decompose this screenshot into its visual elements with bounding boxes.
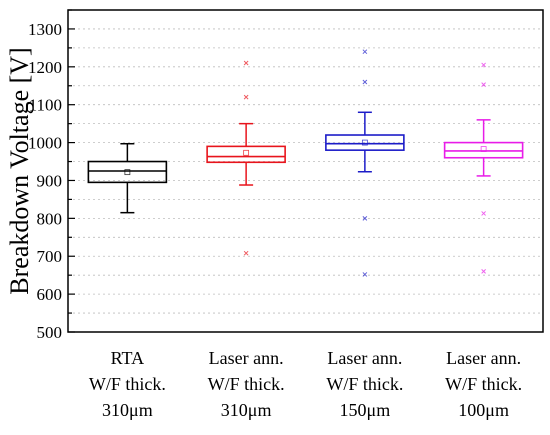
- box-series-3: [325, 49, 405, 277]
- box-series-4: [443, 62, 524, 274]
- y-tick-label: 1300: [28, 20, 62, 39]
- outlier-marker: [362, 215, 368, 221]
- box-series-2: [206, 60, 286, 256]
- outlier-marker: [481, 62, 486, 68]
- outlier-stroke: [362, 215, 368, 221]
- x-category-label: 150μm: [340, 400, 391, 420]
- outlier-stroke: [362, 272, 368, 277]
- plot-frame: [67, 9, 544, 333]
- y-tick-label: 1000: [28, 134, 62, 153]
- outlier-stroke: [481, 211, 486, 216]
- iqr-box: [87, 160, 168, 184]
- outlier-stroke: [243, 94, 249, 100]
- outlier-stroke: [481, 269, 486, 274]
- outlier-marker: [362, 49, 368, 55]
- x-category-label: Laser ann.: [327, 348, 402, 368]
- mean-marker: [480, 146, 487, 152]
- y-tick-label: 1100: [29, 96, 62, 115]
- mean-marker: [361, 139, 368, 146]
- y-tick-label: 500: [37, 323, 63, 342]
- outlier-stroke: [481, 82, 486, 87]
- x-category-label: Laser ann.: [209, 348, 284, 368]
- outlier-marker: [243, 94, 249, 100]
- x-category-label: 310μm: [221, 400, 272, 420]
- iqr-box: [206, 145, 286, 164]
- iqr-box: [325, 134, 405, 151]
- outlier-marker: [243, 250, 249, 256]
- box-series-1: [87, 142, 168, 214]
- y-tick-label: 700: [37, 247, 63, 266]
- x-axis-category-labels: RTA W/F thick. 310μm Laser ann. W/F thick. 31…: [89, 348, 522, 420]
- outlier-marker: [362, 272, 368, 277]
- x-category-label: W/F thick.: [208, 374, 285, 394]
- x-category-label: W/F thick.: [326, 374, 403, 394]
- outlier-stroke: [243, 250, 249, 256]
- outlier-marker: [481, 269, 486, 274]
- outlier-stroke: [362, 49, 368, 55]
- outlier-stroke: [362, 79, 368, 85]
- outlier-stroke: [481, 62, 486, 68]
- y-tick-label: 800: [37, 209, 63, 228]
- y-axis-title: Breakdown Voltage [V]: [5, 47, 34, 294]
- outlier-marker: [362, 79, 368, 85]
- x-category-label: W/F thick.: [445, 374, 522, 394]
- outlier-marker: [243, 60, 249, 66]
- mean-marker: [243, 149, 250, 156]
- outlier-marker: [481, 211, 486, 216]
- y-axis-ticks: 500 600 700 800 900 1000 1100 1200 1300: [28, 9, 75, 342]
- x-category-label: Laser ann.: [446, 348, 521, 368]
- outlier-stroke: [243, 60, 249, 66]
- outlier-marker: [481, 82, 486, 87]
- y-tick-label: 600: [37, 285, 63, 304]
- x-category-label: RTA: [111, 348, 144, 368]
- y-tick-label: 900: [37, 171, 63, 190]
- y-tick-label: 1200: [28, 58, 62, 77]
- box-plot-series: [87, 49, 524, 277]
- x-category-label: 310μm: [102, 400, 153, 420]
- mean-marker: [124, 169, 131, 176]
- x-category-label: W/F thick.: [89, 374, 166, 394]
- x-category-label: 100μm: [458, 400, 509, 420]
